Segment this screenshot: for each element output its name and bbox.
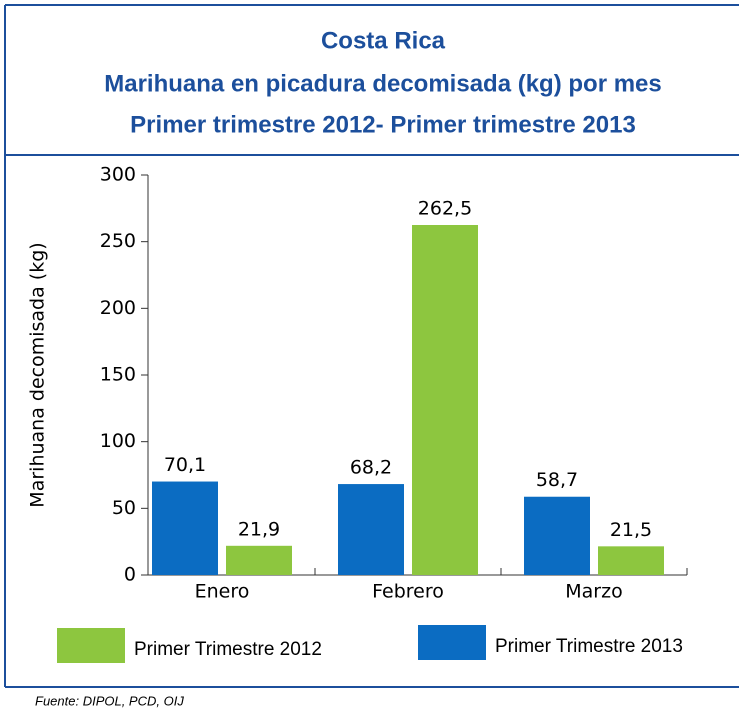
y-axis-label: Marihuana decomisada (kg) xyxy=(27,242,49,507)
legend-label: Primer Trimestre 2012 xyxy=(134,639,322,660)
y-tick-label: 100 xyxy=(100,430,136,452)
bar xyxy=(152,482,218,575)
bar xyxy=(598,546,664,575)
chart-subtitle: Marihuana en picadura decomisada (kg) po… xyxy=(104,70,661,97)
x-tick-label: Marzo xyxy=(565,581,622,603)
bar xyxy=(412,225,478,575)
x-tick-label: Febrero xyxy=(372,581,444,603)
value-label: 262,5 xyxy=(418,198,472,220)
chart-subtitle: Primer trimestre 2012- Primer trimestre … xyxy=(130,111,636,138)
y-tick-label: 0 xyxy=(124,564,136,586)
legend-swatch xyxy=(418,625,486,660)
value-label: 68,2 xyxy=(350,457,392,479)
bar xyxy=(226,546,292,575)
bar xyxy=(338,484,404,575)
y-tick-label: 200 xyxy=(100,297,136,319)
value-label: 70,1 xyxy=(164,454,206,476)
legend-label: Primer Trimestre 2013 xyxy=(495,636,683,657)
value-label: 21,5 xyxy=(610,519,652,541)
y-tick-label: 300 xyxy=(100,164,136,186)
source-note: Fuente: DIPOL, PCD, OIJ xyxy=(35,693,184,708)
value-label: 58,7 xyxy=(536,469,578,491)
y-tick-label: 250 xyxy=(100,230,136,252)
x-tick-label: Enero xyxy=(195,581,250,603)
y-tick-label: 150 xyxy=(100,364,136,386)
bar xyxy=(524,497,590,575)
legend-swatch xyxy=(57,628,125,663)
chart-title: Costa Rica xyxy=(321,27,446,54)
y-tick-label: 50 xyxy=(112,497,136,519)
chart: Costa Rica Marihuana en picadura decomis… xyxy=(0,0,739,719)
value-label: 21,9 xyxy=(238,518,280,540)
